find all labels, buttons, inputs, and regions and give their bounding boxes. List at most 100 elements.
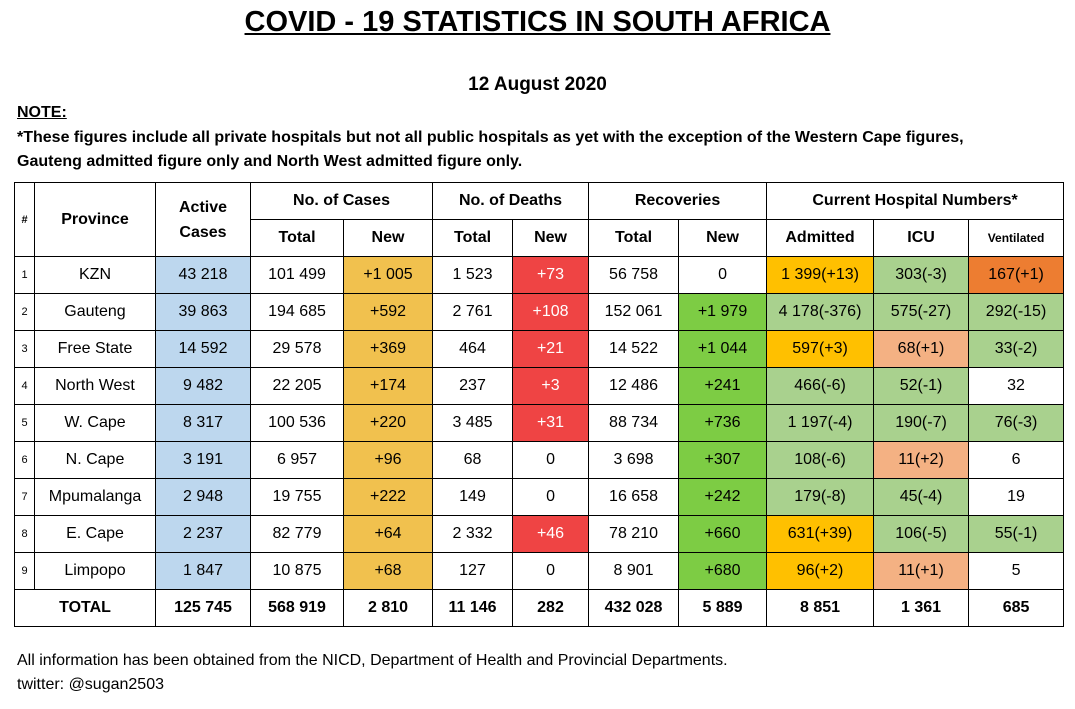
- admitted-cell: 108(-6): [766, 441, 875, 479]
- icu-cell: 575(-27): [873, 293, 970, 331]
- ventilated-cell: 6: [968, 441, 1065, 479]
- deaths-new-cell: 0: [512, 552, 590, 590]
- table-row: 4 North West 9 482 22 205 +174 237 +3 12…: [14, 367, 1065, 405]
- cases-total-cell: 101 499: [250, 256, 344, 294]
- icu-cell: 11(+2): [873, 441, 970, 479]
- admitted-cell: 597(+3): [766, 330, 875, 368]
- header-recoveries-new: New: [678, 219, 768, 257]
- admitted-cell: 96(+2): [766, 552, 875, 590]
- recoveries-total-cell: 78 210: [588, 515, 680, 553]
- icu-cell: 11(+1): [873, 552, 970, 590]
- header-admitted: Admitted: [766, 219, 875, 257]
- admitted-cell: 466(-6): [766, 367, 875, 405]
- deaths-new-cell: +3: [512, 367, 590, 405]
- total-ventilated-cell: 685: [968, 589, 1065, 627]
- cases-new-cell: +64: [342, 515, 434, 553]
- cases-total-cell: 82 779: [250, 515, 344, 553]
- header-cases: No. of Cases: [249, 182, 434, 220]
- ventilated-cell: 55(-1): [968, 515, 1065, 553]
- cases-total-cell: 194 685: [250, 293, 344, 331]
- header-icu: ICU: [873, 219, 970, 257]
- deaths-new-cell: 0: [512, 441, 590, 479]
- cases-new-cell: +222: [342, 478, 434, 516]
- note-text: *These figures include all private hospi…: [17, 126, 1057, 174]
- deaths-total-cell: 237: [432, 367, 514, 405]
- active-cases-cell: 39 863: [155, 293, 251, 331]
- cases-total-cell: 29 578: [250, 330, 344, 368]
- cases-total-cell: 10 875: [250, 552, 344, 590]
- recoveries-new-cell: +1 044: [678, 330, 768, 368]
- cases-new-cell: +369: [342, 330, 434, 368]
- province-cell: Limpopo: [34, 552, 156, 590]
- recoveries-new-cell: +242: [678, 478, 768, 516]
- deaths-new-cell: +108: [512, 293, 590, 331]
- header-cases-new: New: [342, 219, 434, 257]
- ventilated-cell: 5: [968, 552, 1065, 590]
- ventilated-cell: 33(-2): [968, 330, 1065, 368]
- recoveries-new-cell: +660: [678, 515, 768, 553]
- statistics-table: # Province Active Cases No. of Cases No.…: [14, 182, 1065, 627]
- cases-new-cell: +1 005: [342, 256, 434, 294]
- footer-source: All information has been obtained from t…: [17, 652, 728, 669]
- cases-total-cell: 22 205: [250, 367, 344, 405]
- province-cell: North West: [34, 367, 156, 405]
- total-recoveries-total-cell: 432 028: [588, 589, 680, 627]
- header-active-line2: Cases: [179, 223, 227, 241]
- table-row: 7 Mpumalanga 2 948 19 755 +222 149 0 16 …: [14, 478, 1065, 516]
- ventilated-cell: 32: [968, 367, 1065, 405]
- cases-new-cell: +96: [342, 441, 434, 479]
- recoveries-new-cell: 0: [678, 256, 768, 294]
- active-cases-cell: 14 592: [155, 330, 251, 368]
- ventilated-cell: 167(+1): [968, 256, 1065, 294]
- icu-cell: 106(-5): [873, 515, 970, 553]
- active-cases-cell: 2 237: [155, 515, 251, 553]
- table-row: 1 KZN 43 218 101 499 +1 005 1 523 +73 56…: [14, 256, 1065, 294]
- recoveries-total-cell: 88 734: [588, 404, 680, 442]
- deaths-total-cell: 149: [432, 478, 514, 516]
- table-row: 2 Gauteng 39 863 194 685 +592 2 761 +108…: [14, 293, 1065, 331]
- row-index: 1: [14, 256, 35, 294]
- icu-cell: 45(-4): [873, 478, 970, 516]
- total-deaths-total-cell: 11 146: [432, 589, 514, 627]
- recoveries-new-cell: +1 979: [678, 293, 768, 331]
- table-row: 9 Limpopo 1 847 10 875 +68 127 0 8 901 +…: [14, 552, 1065, 590]
- icu-cell: 303(-3): [873, 256, 970, 294]
- admitted-cell: 631(+39): [766, 515, 875, 553]
- row-index: 3: [14, 330, 35, 368]
- table-row: 6 N. Cape 3 191 6 957 +96 68 0 3 698 +30…: [14, 441, 1065, 479]
- footer-twitter: twitter: @sugan2503: [17, 676, 164, 693]
- cases-total-cell: 6 957: [250, 441, 344, 479]
- province-cell: Mpumalanga: [34, 478, 156, 516]
- cases-new-cell: +592: [342, 293, 434, 331]
- deaths-total-cell: 3 485: [432, 404, 514, 442]
- note-label: NOTE:: [17, 104, 67, 121]
- total-deaths-new-cell: 282: [512, 589, 590, 627]
- deaths-total-cell: 1 523: [432, 256, 514, 294]
- recoveries-total-cell: 8 901: [588, 552, 680, 590]
- total-active-cell: 125 745: [155, 589, 251, 627]
- row-index: 5: [14, 404, 35, 442]
- province-cell: KZN: [34, 256, 156, 294]
- ventilated-cell: 19: [968, 478, 1065, 516]
- cases-total-cell: 100 536: [250, 404, 344, 442]
- active-cases-cell: 9 482: [155, 367, 251, 405]
- total-admitted-cell: 8 851: [766, 589, 875, 627]
- icu-cell: 190(-7): [873, 404, 970, 442]
- row-index: 2: [14, 293, 35, 331]
- row-index: 6: [14, 441, 35, 479]
- province-cell: Free State: [34, 330, 156, 368]
- recoveries-new-cell: +736: [678, 404, 768, 442]
- ventilated-cell: 76(-3): [968, 404, 1065, 442]
- recoveries-new-cell: +307: [678, 441, 768, 479]
- active-cases-cell: 2 948: [155, 478, 251, 516]
- deaths-new-cell: +46: [512, 515, 590, 553]
- active-cases-cell: 8 317: [155, 404, 251, 442]
- province-cell: Gauteng: [34, 293, 156, 331]
- recoveries-total-cell: 3 698: [588, 441, 680, 479]
- icu-cell: 68(+1): [873, 330, 970, 368]
- header-hospital: Current Hospital Numbers*: [766, 182, 1065, 220]
- recoveries-total-cell: 56 758: [588, 256, 680, 294]
- deaths-total-cell: 464: [432, 330, 514, 368]
- header-active-cases: Active Cases: [155, 182, 251, 257]
- cases-new-cell: +174: [342, 367, 434, 405]
